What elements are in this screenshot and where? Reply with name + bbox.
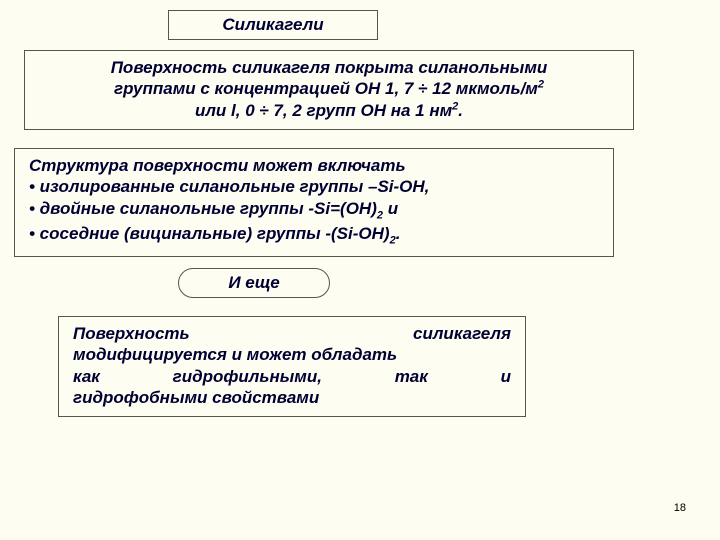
title-text: Силикагели xyxy=(222,15,323,34)
structure-heading: Структура поверхности может включать xyxy=(29,156,406,175)
mod-l1a: Поверхность xyxy=(73,323,190,344)
and-more-text: И еще xyxy=(228,273,279,292)
mod-l4: гидрофобными свойствами xyxy=(73,388,319,407)
page-number: 18 xyxy=(674,502,686,514)
structure-b2b: и xyxy=(383,199,398,218)
intro-sup1: 2 xyxy=(538,79,544,91)
mod-l3c: так xyxy=(395,366,428,387)
structure-b2a: • двойные силанольные группы -Si=(OH) xyxy=(29,199,377,218)
and-more-box: И еще xyxy=(178,268,330,298)
mod-l3d: и xyxy=(501,366,511,387)
intro-line1: Поверхность силикагеля покрыта силанольн… xyxy=(111,58,548,77)
structure-b3a: • соседние (вицинальные) группы -(Si-OH) xyxy=(29,224,390,243)
mod-l2: модифицируется и может обладать xyxy=(73,345,397,364)
intro-line3: или l, 0 ÷ 7, 2 групп ОН на 1 нм xyxy=(195,101,452,120)
intro-line2: группами с концентрацией ОН 1, 7 ÷ 12 мк… xyxy=(114,79,538,98)
mod-l3b: гидрофильными, xyxy=(173,366,322,387)
modification-box: Поверхность силикагеля модифицируется и … xyxy=(58,316,526,417)
mod-l3a: как xyxy=(73,366,100,387)
structure-b3b: . xyxy=(396,224,401,243)
title-box: Силикагели xyxy=(168,10,378,40)
mod-l1b: силикагеля xyxy=(413,323,511,344)
structure-box: Структура поверхности может включать • и… xyxy=(14,148,614,257)
intro-dot: . xyxy=(458,101,463,120)
intro-box: Поверхность силикагеля покрыта силанольн… xyxy=(24,50,634,130)
structure-b1: • изолированные силанольные группы –Si-O… xyxy=(29,177,429,196)
